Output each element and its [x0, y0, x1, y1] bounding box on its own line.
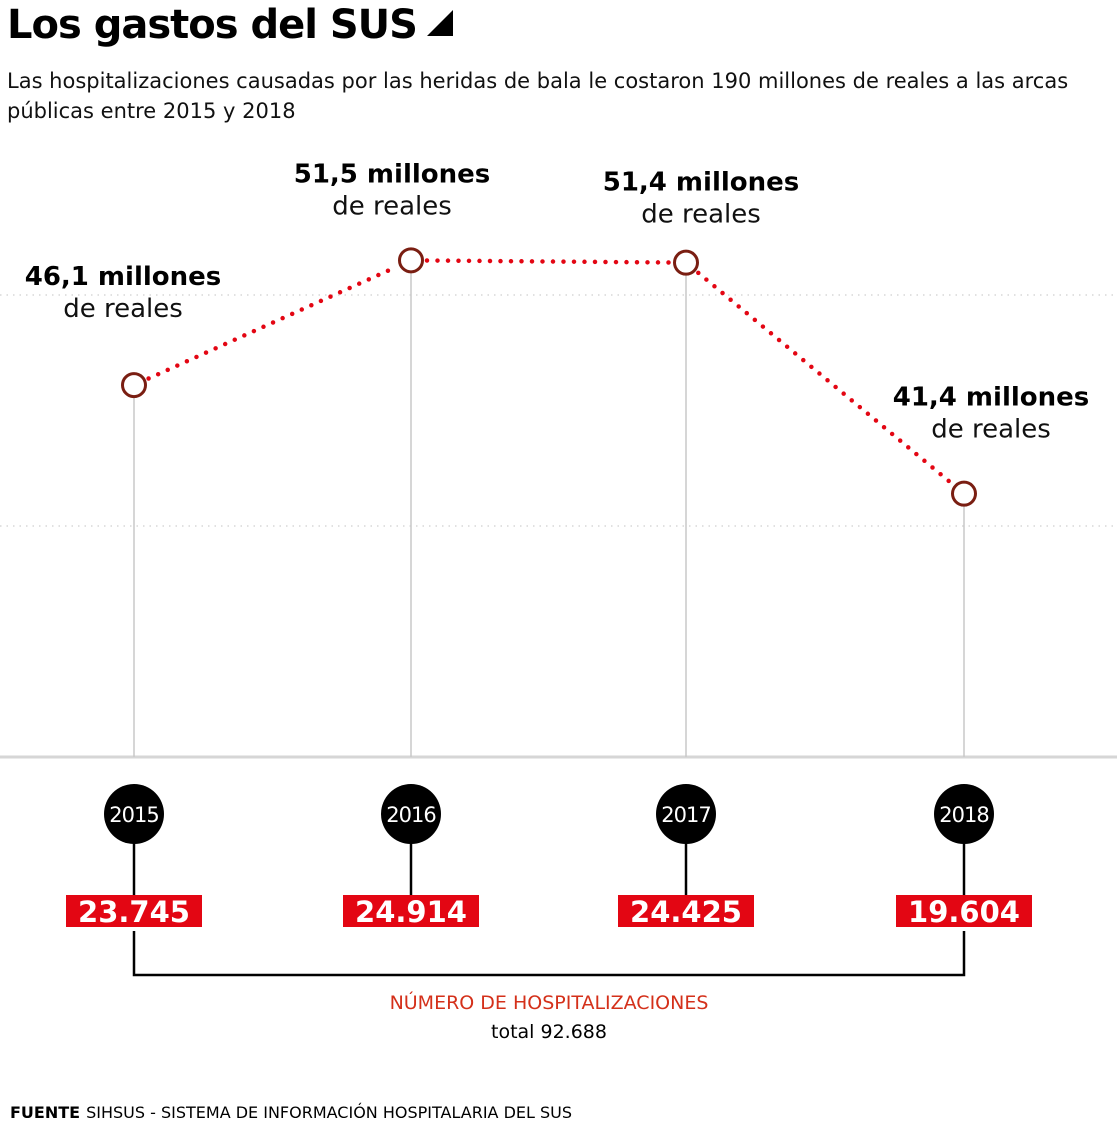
value-label-unit: de reales: [332, 191, 452, 221]
hospitalizations-label: NÚMERO DE HOSPITALIZACIONES: [390, 990, 709, 1014]
hospitalization-value: 24.425: [630, 895, 742, 929]
year-badge: [656, 784, 716, 844]
value-label-amount: 51,5 millones: [294, 159, 491, 189]
hospitalizations-total: total 92.688: [491, 1021, 607, 1043]
data-point: [398, 247, 424, 274]
value-label-amount: 51,4 millones: [603, 168, 800, 198]
year-badge: [381, 784, 441, 844]
hospitalization-value: 23.745: [78, 895, 190, 929]
source-text: SIHSUS - SISTEMA DE INFORMACIÓN HOSPITAL…: [86, 1103, 573, 1122]
year-label: 2018: [939, 803, 988, 827]
year-label: 2015: [109, 803, 158, 827]
title-text: Los gastos del SUS: [7, 2, 418, 48]
series-line-segment: [696, 270, 954, 486]
hospitalization-value: 24.914: [355, 895, 467, 929]
series-line-segment: [424, 258, 673, 265]
year-badge: [934, 784, 994, 844]
year-label: 2016: [386, 803, 436, 827]
source-footer: FUENTE SIHSUS - SISTEMA DE INFORMACIÓN HO…: [10, 1103, 572, 1122]
year-badge: [104, 784, 164, 844]
hospitalization-box: [896, 895, 1032, 927]
value-label-unit: de reales: [63, 294, 183, 324]
total-bracket: [132, 931, 966, 977]
hospitalization-box: [66, 895, 202, 927]
hospitalization-box: [618, 895, 754, 927]
data-point: [121, 372, 147, 399]
value-label-unit: de reales: [641, 200, 761, 230]
chart-subtitle: Las hospitalizaciones causadas por las h…: [7, 69, 1069, 123]
hospitalization-box: [343, 895, 479, 927]
value-label-amount: 41,4 millones: [893, 383, 1090, 413]
hospitalization-value: 19.604: [908, 895, 1020, 929]
data-point: [673, 249, 699, 276]
data-point: [951, 480, 977, 507]
source-label: FUENTE: [10, 1103, 81, 1122]
value-label-unit: de reales: [931, 415, 1051, 445]
year-label: 2017: [661, 803, 710, 827]
triangle-icon: [426, 10, 453, 36]
chart-title: Los gastos del SUS: [7, 2, 453, 48]
value-label-amount: 46,1 millones: [25, 262, 222, 292]
series-line-segment: [146, 264, 399, 381]
